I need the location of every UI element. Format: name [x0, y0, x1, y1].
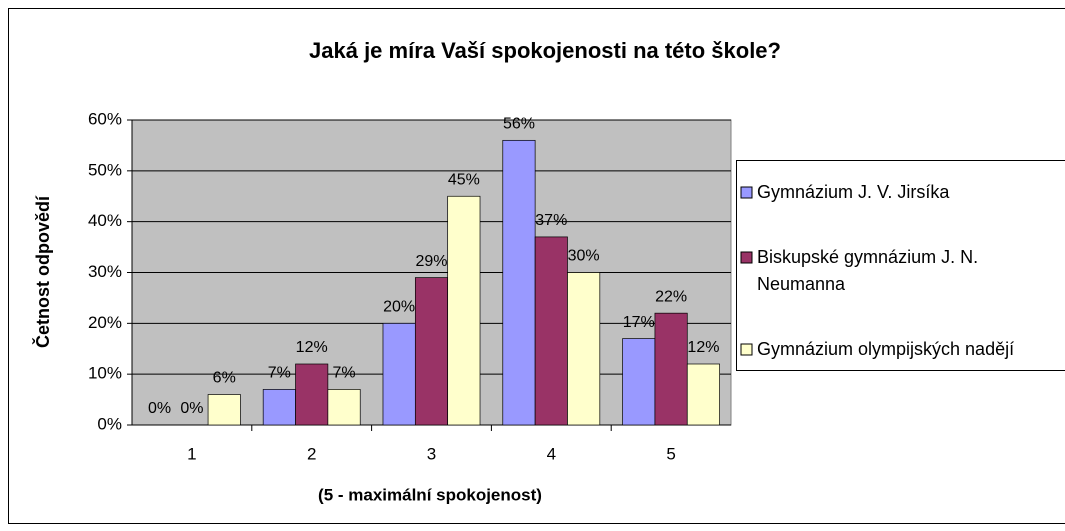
data-label: 6% — [213, 370, 236, 387]
x-axis-title: (5 - maximální spokojenost) — [318, 485, 542, 504]
legend-label-line: Gymnázium olympijských nadějí — [757, 339, 1014, 359]
y-axis-title: Četnost odpovědí — [32, 195, 53, 348]
bar — [534, 236, 568, 426]
data-label: 0% — [180, 400, 203, 417]
data-label: 12% — [296, 339, 328, 356]
y-tick-label: 60% — [88, 109, 122, 128]
bar — [207, 394, 241, 426]
data-label: 12% — [687, 339, 719, 356]
bar — [295, 363, 329, 426]
legend-label: Biskupské gymnázium J. N. Neumanna — [757, 247, 978, 294]
data-label: 29% — [415, 253, 447, 270]
y-tick-label: 10% — [88, 364, 122, 383]
y-tick-label: 30% — [88, 262, 122, 281]
y-tick-label: 50% — [88, 160, 122, 179]
legend-label: Gymnázium J. V. Jirsíka — [757, 182, 950, 202]
legend-label-line: Neumanna — [757, 274, 846, 294]
legend-swatch — [740, 343, 753, 356]
bar — [686, 363, 720, 426]
data-label: 7% — [268, 365, 291, 382]
y-tick-label: 40% — [88, 211, 122, 230]
legend-label-line: Gymnázium J. V. Jirsíka — [757, 182, 950, 202]
data-label: 7% — [332, 365, 355, 382]
data-label: 22% — [655, 288, 687, 305]
y-tick-label: 0% — [97, 414, 122, 433]
chart-title: Jaká je míra Vaší spokojenosti na této š… — [309, 38, 781, 63]
x-tick-label: 1 — [187, 444, 196, 463]
data-label: 56% — [503, 116, 535, 133]
data-label: 45% — [448, 171, 480, 188]
bar — [262, 389, 296, 426]
legend-swatch — [740, 251, 753, 264]
bar — [382, 322, 416, 426]
legend-frame — [736, 160, 1065, 371]
bar — [414, 277, 449, 426]
y-tick-label: 20% — [88, 313, 122, 332]
legend-swatch — [740, 186, 753, 199]
legend-label-line: Biskupské gymnázium J. N. — [757, 247, 978, 267]
data-label: 37% — [535, 212, 567, 229]
bar — [502, 139, 536, 426]
data-label: 30% — [568, 248, 600, 265]
bar — [622, 338, 656, 426]
data-label: 20% — [383, 299, 415, 316]
bar — [327, 389, 361, 426]
bar — [654, 312, 688, 426]
x-tick-label: 4 — [547, 444, 556, 463]
data-label: 0% — [148, 400, 171, 417]
x-tick-label: 2 — [307, 444, 316, 463]
bar — [447, 195, 481, 426]
legend-label: Gymnázium olympijských nadějí — [757, 339, 1014, 359]
bar — [567, 272, 601, 426]
x-tick-label: 3 — [427, 444, 436, 463]
data-label: 17% — [623, 314, 655, 331]
x-tick-label: 5 — [666, 444, 675, 463]
